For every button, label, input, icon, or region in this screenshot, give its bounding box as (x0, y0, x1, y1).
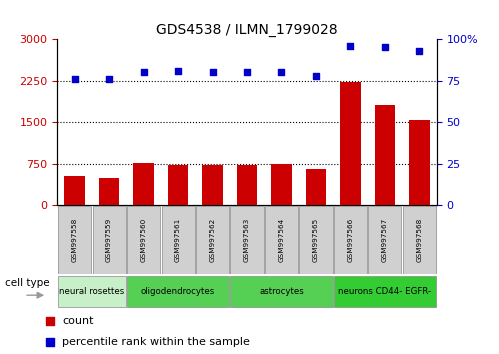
Text: cell type: cell type (4, 278, 49, 288)
Bar (133, 162, 154, 205)
Bar (202, 165, 223, 205)
Text: GSM997562: GSM997562 (210, 218, 216, 262)
Text: GSM997567: GSM997567 (382, 218, 388, 262)
Bar (334, 276, 436, 307)
Point (105, 76, 113, 82)
Bar (368, 206, 402, 274)
Point (312, 73, 320, 78)
Bar (58, 276, 126, 307)
Title: GDS4538 / ILMN_1799028: GDS4538 / ILMN_1799028 (156, 23, 338, 36)
Point (174, 68, 182, 73)
Bar (403, 206, 436, 274)
Bar (58, 206, 91, 274)
Text: GSM997564: GSM997564 (278, 218, 284, 262)
Bar (127, 206, 160, 274)
Point (346, 43, 354, 48)
Bar (409, 120, 430, 205)
Text: GSM997559: GSM997559 (106, 218, 112, 262)
Point (140, 69, 148, 75)
Bar (375, 105, 395, 205)
Point (277, 69, 285, 75)
Point (209, 69, 217, 75)
Point (46, 340, 54, 346)
Point (243, 69, 251, 75)
Bar (99, 178, 119, 205)
Bar (127, 276, 229, 307)
Text: GSM997566: GSM997566 (347, 218, 353, 262)
Text: count: count (62, 316, 94, 326)
Text: GSM997565: GSM997565 (313, 218, 319, 262)
Text: neurons CD44- EGFR-: neurons CD44- EGFR- (338, 287, 432, 296)
Text: GSM997568: GSM997568 (416, 218, 422, 262)
Text: oligodendrocytes: oligodendrocytes (141, 287, 215, 296)
Point (381, 44, 389, 50)
Text: astrocytes: astrocytes (259, 287, 304, 296)
Bar (64, 177, 85, 205)
Bar (231, 206, 263, 274)
Bar (265, 206, 298, 274)
Text: GSM997561: GSM997561 (175, 218, 181, 262)
Point (71, 76, 79, 82)
Bar (334, 206, 367, 274)
Bar (92, 206, 126, 274)
Bar (340, 82, 361, 205)
Bar (168, 165, 189, 205)
Text: GSM997558: GSM997558 (72, 218, 78, 262)
Bar (305, 169, 326, 205)
Point (415, 48, 423, 53)
Bar (237, 165, 257, 205)
Text: GSM997560: GSM997560 (141, 218, 147, 262)
Bar (299, 206, 332, 274)
Bar (162, 206, 195, 274)
Text: neural rosettes: neural rosettes (59, 287, 124, 296)
Bar (231, 276, 332, 307)
Text: percentile rank within the sample: percentile rank within the sample (62, 337, 250, 348)
Point (46, 318, 54, 324)
Bar (271, 164, 292, 205)
Text: GSM997563: GSM997563 (244, 218, 250, 262)
Bar (196, 206, 229, 274)
